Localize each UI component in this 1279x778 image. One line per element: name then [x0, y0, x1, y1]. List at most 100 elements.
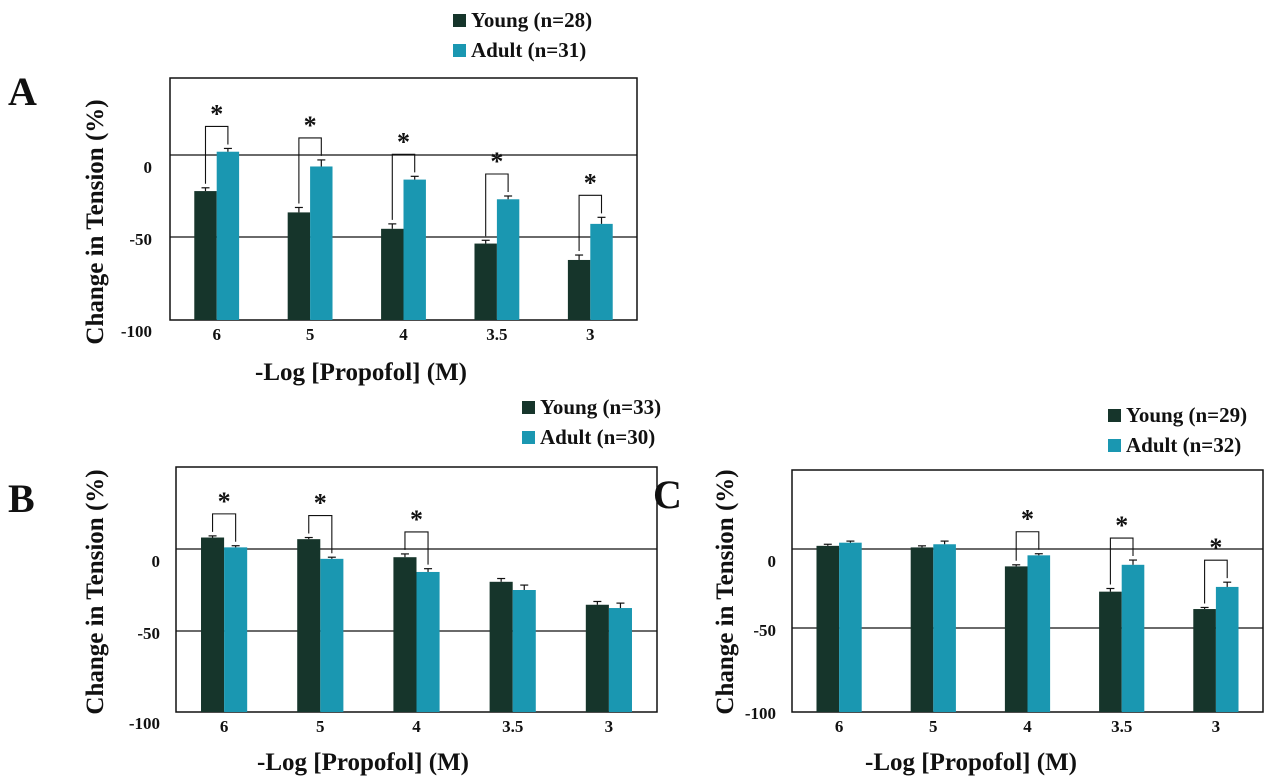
x-tick-label: 3.5 [486, 325, 507, 344]
significance-bracket [1204, 559, 1228, 604]
bar-adult [1121, 564, 1145, 712]
legend-swatch-young [522, 401, 535, 414]
bar-adult [310, 166, 333, 320]
significance-bracket [212, 513, 237, 542]
x-axis-title: -Log [Propofol] (M) [255, 359, 467, 386]
bar-young [567, 259, 591, 320]
significance-star: * [218, 487, 231, 516]
x-axis-title: -Log [Propofol] (M) [257, 749, 469, 776]
y-tick-label: 0 [152, 552, 161, 571]
bar-adult [216, 151, 240, 320]
bar-adult [512, 590, 536, 712]
bar-adult [403, 179, 426, 320]
significance-star: * [584, 168, 597, 197]
x-tick-label: 3.5 [502, 717, 523, 736]
significance-star: * [1021, 505, 1034, 534]
y-tick-label: -100 [121, 322, 152, 341]
bar-adult [1215, 586, 1239, 712]
y-tick-label: -50 [753, 621, 776, 640]
significance-star: * [1115, 511, 1128, 540]
legend-swatch-adult [522, 431, 535, 444]
chart-panel-c: C 0 -50 -100 Change in Tension (%) -Log [Prop… [653, 403, 1264, 776]
significance-star: * [490, 147, 503, 176]
y-tick-label: -50 [129, 230, 152, 249]
significance-star: * [314, 489, 327, 518]
significance-bracket [1015, 531, 1040, 561]
legend-swatch-adult [1108, 439, 1121, 452]
panel-label: C [653, 472, 682, 517]
legend-swatch-young [1108, 409, 1121, 422]
legend-swatch-adult [453, 44, 466, 57]
legend-label-adult: Adult (n=31) [471, 38, 586, 62]
legend-label-adult: Adult (n=32) [1126, 433, 1241, 457]
x-tick-label: 4 [1023, 717, 1032, 736]
x-tick-label: 4 [412, 717, 421, 736]
bar-young [474, 243, 497, 320]
y-axis-title: Change in Tension (%) [82, 99, 109, 344]
panel-label: B [8, 476, 35, 521]
legend-label-adult: Adult (n=30) [540, 425, 655, 449]
bar-young [910, 547, 934, 712]
legend-label-young: Young (n=33) [540, 395, 661, 419]
significance-bracket [298, 137, 322, 204]
bar-young [287, 212, 311, 320]
x-tick-label: 5 [929, 717, 938, 736]
significance-bracket [1109, 537, 1134, 585]
bar-young [816, 545, 840, 712]
significance-star: * [410, 505, 423, 534]
significance-bracket [578, 194, 603, 252]
chart-panel-a: A 0 -50 -100 Change in Tension (%) -Log [Prop… [8, 8, 638, 386]
x-tick-label: 3.5 [1111, 717, 1132, 736]
significance-bracket [308, 514, 333, 554]
bar-adult [608, 608, 632, 712]
panel-label: A [8, 69, 37, 114]
significance-bracket [204, 125, 229, 184]
chart-panel-b: B 0 -50 -100 Change in Tension (%) -Log [Prop… [8, 395, 661, 776]
y-axis-title: Change in Tension (%) [82, 469, 109, 714]
bar-young [393, 557, 417, 712]
significance-star: * [1209, 533, 1222, 562]
bar-adult [496, 199, 520, 320]
x-tick-label: 5 [306, 325, 315, 344]
bar-adult [590, 223, 613, 320]
legend-label-young: Young (n=28) [471, 8, 592, 32]
x-tick-label: 6 [212, 325, 221, 344]
x-tick-label: 3 [586, 325, 595, 344]
x-tick-label: 3 [1212, 717, 1221, 736]
bar-young [201, 537, 225, 712]
bar-young [1004, 566, 1028, 712]
bar-adult [839, 542, 862, 712]
y-tick-label: -50 [137, 624, 160, 643]
bar-adult [933, 544, 956, 712]
bar-young [585, 604, 609, 712]
x-tick-label: 3 [605, 717, 614, 736]
y-tick-label: 0 [144, 158, 153, 177]
bar-young [1099, 591, 1122, 712]
significance-bracket [391, 153, 416, 220]
bar-adult [320, 558, 344, 712]
bar-adult [1027, 555, 1051, 712]
y-tick-label: -100 [129, 714, 160, 733]
x-axis-title: -Log [Propofol] (M) [865, 749, 1077, 776]
bar-young [381, 228, 404, 320]
legend-label-young: Young (n=29) [1126, 403, 1247, 427]
significance-star: * [304, 111, 317, 140]
legend-swatch-young [453, 14, 466, 27]
bar-young [1193, 609, 1216, 712]
bar-adult [224, 547, 248, 712]
bar-young [489, 581, 513, 712]
x-tick-label: 4 [399, 325, 408, 344]
y-tick-label: 0 [768, 552, 777, 571]
significance-bracket [404, 531, 429, 565]
x-tick-label: 5 [316, 717, 325, 736]
x-tick-label: 6 [220, 717, 229, 736]
significance-bracket [485, 173, 509, 237]
y-tick-label: -100 [745, 704, 776, 723]
y-axis-title: Change in Tension (%) [712, 469, 739, 714]
significance-star: * [397, 127, 410, 156]
bar-young [194, 191, 217, 320]
bar-young [297, 539, 321, 712]
bar-adult [416, 571, 440, 712]
x-tick-label: 6 [835, 717, 844, 736]
